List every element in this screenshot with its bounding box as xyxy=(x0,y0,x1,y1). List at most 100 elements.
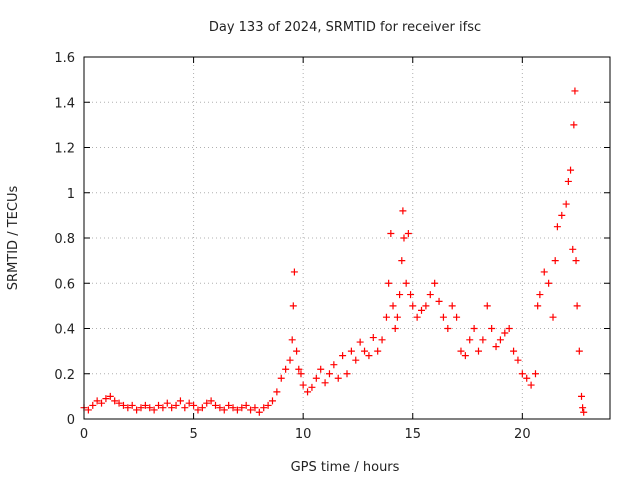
data-point xyxy=(553,223,561,231)
data-point xyxy=(496,336,504,344)
data-point xyxy=(141,401,149,409)
data-point xyxy=(457,347,465,355)
y-tick-label: 1.2 xyxy=(54,142,75,157)
data-point xyxy=(290,268,298,276)
data-point xyxy=(361,347,369,355)
data-point xyxy=(523,374,531,382)
data-point xyxy=(93,397,101,405)
data-point xyxy=(514,356,522,364)
data-point xyxy=(448,302,456,310)
data-point xyxy=(570,121,578,129)
data-point xyxy=(312,374,320,382)
data-point xyxy=(426,291,434,299)
data-point xyxy=(185,399,193,407)
data-point xyxy=(470,325,478,332)
axis-ticks: 0 5 10 15 20 0 0.2 0.4 0.6 0.8 1 1.2 1.4 1.6 xyxy=(54,51,610,442)
data-point xyxy=(159,404,167,412)
data-point xyxy=(289,302,297,310)
data-point xyxy=(356,338,364,346)
data-point xyxy=(580,408,588,416)
data-point xyxy=(378,336,386,344)
data-point xyxy=(466,336,474,344)
data-point xyxy=(540,268,548,276)
x-tick-label: 15 xyxy=(404,427,421,442)
data-point xyxy=(115,399,123,407)
chart-title: Day 133 of 2024, SRMTID for receiver ifs… xyxy=(209,20,481,35)
data-point xyxy=(260,404,268,412)
data-point xyxy=(288,336,296,344)
data-point xyxy=(325,370,333,378)
data-point xyxy=(402,279,410,287)
data-point xyxy=(483,302,491,310)
data-point xyxy=(389,302,397,310)
data-point xyxy=(308,383,316,391)
data-point xyxy=(155,401,163,409)
data-point xyxy=(387,229,395,237)
data-point xyxy=(393,313,401,321)
data-point xyxy=(579,404,587,412)
data-point xyxy=(299,381,307,389)
data-point xyxy=(102,395,110,403)
data-point xyxy=(549,313,557,321)
data-point xyxy=(317,365,325,373)
data-point xyxy=(128,401,136,409)
data-point xyxy=(562,200,570,208)
data-point xyxy=(295,365,303,373)
data-point xyxy=(321,379,329,387)
data-point xyxy=(545,279,553,287)
data-point xyxy=(203,399,211,407)
data-point xyxy=(330,361,338,369)
data-point xyxy=(569,245,577,253)
data-point xyxy=(207,397,215,405)
data-point xyxy=(534,302,542,310)
data-point xyxy=(176,397,184,405)
data-point xyxy=(277,374,285,382)
data-point xyxy=(273,388,281,396)
data-point xyxy=(396,291,404,299)
data-point xyxy=(365,352,373,360)
data-point xyxy=(413,313,421,321)
y-tick-label: 0.4 xyxy=(54,323,75,338)
data-point xyxy=(220,406,228,414)
data-point xyxy=(286,356,294,364)
data-point xyxy=(255,408,263,416)
data-point xyxy=(247,406,255,414)
data-point xyxy=(531,370,539,378)
y-tick-label: 0.8 xyxy=(54,232,75,247)
data-point xyxy=(501,329,509,337)
data-point xyxy=(163,399,171,407)
data-point xyxy=(564,177,572,185)
y-tick-label: 1.4 xyxy=(54,96,75,111)
data-point xyxy=(133,406,141,414)
y-tick-label: 0.2 xyxy=(54,368,75,383)
data-point xyxy=(119,401,127,409)
x-tick-label: 20 xyxy=(514,427,531,442)
data-point xyxy=(334,374,342,382)
data-point xyxy=(567,166,575,174)
data-point xyxy=(572,257,580,265)
data-points xyxy=(80,87,588,416)
data-point xyxy=(137,404,145,412)
data-point xyxy=(400,234,408,242)
data-point xyxy=(510,347,518,355)
data-point xyxy=(374,347,382,355)
data-point xyxy=(111,397,119,405)
x-tick-label: 5 xyxy=(189,427,197,442)
data-point xyxy=(229,404,237,412)
data-point xyxy=(558,211,566,219)
data-point xyxy=(168,404,176,412)
data-point xyxy=(536,291,544,299)
data-point xyxy=(404,229,412,237)
data-point xyxy=(225,401,233,409)
data-point xyxy=(84,406,92,414)
data-point xyxy=(264,401,272,409)
x-tick-label: 0 xyxy=(80,427,88,442)
data-point xyxy=(575,347,583,355)
x-axis-label: GPS time / hours xyxy=(291,460,400,475)
data-point xyxy=(382,313,390,321)
data-point xyxy=(304,388,312,396)
data-point xyxy=(194,406,202,414)
data-point xyxy=(479,336,487,344)
data-point xyxy=(431,279,439,287)
data-point xyxy=(444,325,452,332)
